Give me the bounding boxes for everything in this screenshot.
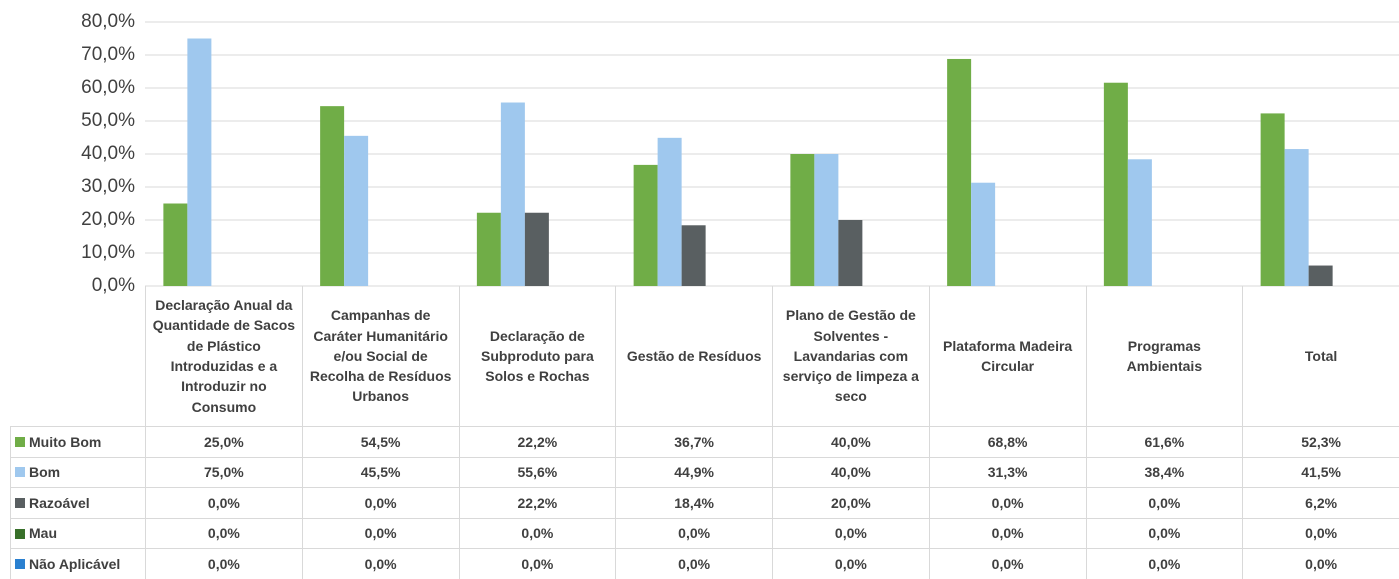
bar [1260,113,1285,286]
table-value: 0,0% [772,548,929,579]
bar [163,203,188,286]
bar [971,182,996,286]
legend-swatch [15,559,25,570]
bar [344,135,369,286]
legend-swatch [15,467,25,478]
category-label: Total [1242,286,1399,426]
table-value: 0,0% [772,517,929,549]
y-tick-label: 10,0% [81,242,135,263]
legend-label: Mau [29,525,57,542]
category-label: Declaração Anual da Quantidade de Sacos … [145,286,302,426]
bar [1284,149,1309,286]
bar [814,154,839,286]
legend-swatch [15,497,25,508]
table-value: 40,0% [772,456,929,488]
table-value: 0,0% [615,517,772,549]
table-value: 45,5% [301,456,459,488]
category-label: Declaração de Subproduto para Solos e Ro… [458,286,616,426]
table-value: 0,0% [928,548,1086,579]
table-value: 61,6% [1085,426,1243,457]
table-value: 0,0% [1242,548,1399,579]
table-value: 22,2% [458,426,616,457]
table-value: 75,0% [145,456,302,488]
y-tick-label: 80,0% [81,11,135,32]
table-value: 0,0% [301,517,459,549]
y-tick-label: 50,0% [81,110,135,131]
legend-entry: Não Aplicável [10,548,145,579]
table-value: 0,0% [1085,487,1243,518]
y-tick-label: 20,0% [81,209,135,230]
table-value: 0,0% [301,548,459,579]
legend-entry: Razoável [10,487,145,518]
bar [476,212,501,286]
category-label: Gestão de Resíduos [615,286,772,426]
category-label: Plataforma Madeira Circular [928,286,1086,426]
table-value: 55,6% [458,456,616,488]
bar [1103,82,1128,286]
table-value: 18,4% [615,487,772,518]
category-label: Programas Ambientais [1085,286,1243,426]
table-value: 25,0% [145,426,302,457]
table-value: 68,8% [928,426,1086,457]
legend-label: Não Aplicável [29,556,121,573]
table-value: 54,5% [301,426,459,457]
bar [1127,159,1152,286]
bar [947,58,972,287]
table-value: 6,2% [1242,487,1399,518]
legend-entry: Bom [10,456,145,488]
bar [524,212,549,286]
table-value: 38,4% [1085,456,1243,488]
bar [500,102,525,287]
table-value: 0,0% [145,487,302,518]
table-value: 0,0% [458,517,616,549]
table-value: 0,0% [928,487,1086,518]
table-value: 0,0% [145,517,302,549]
legend-entry: Muito Bom [10,426,145,457]
table-value: 31,3% [928,456,1086,488]
table-value: 0,0% [145,548,302,579]
bar [320,106,345,287]
category-label: Plano de Gestão de Solventes - Lavandari… [772,286,929,426]
table-value: 44,9% [615,456,772,488]
bar [657,137,682,286]
bar [790,154,815,286]
table-value: 0,0% [1085,548,1243,579]
table-value: 52,3% [1242,426,1399,457]
table-value: 0,0% [301,487,459,518]
legend-label: Muito Bom [29,433,102,450]
bar [1308,265,1333,286]
table-value: 20,0% [772,487,929,518]
bar [187,38,212,286]
bar [633,164,658,286]
table-value: 0,0% [458,548,616,579]
category-label: Campanhas de Caráter Humanitário e/ou So… [301,286,459,426]
table-value: 36,7% [615,426,772,457]
y-tick-label: 30,0% [81,176,135,197]
table-value: 0,0% [928,517,1086,549]
legend-label: Bom [29,464,61,481]
y-tick-label: 60,0% [81,77,135,98]
bar [681,225,706,286]
y-tick-label: 70,0% [81,44,135,65]
bar [838,220,863,286]
table-value: 0,0% [1242,517,1399,549]
table-value: 0,0% [615,548,772,579]
legend-entry: Mau [10,517,145,549]
legend-swatch [15,528,25,539]
legend-label: Razoável [29,494,90,511]
table-value: 22,2% [458,487,616,518]
table-value: 41,5% [1242,456,1399,488]
y-tick-label: 0,0% [92,275,135,296]
legend-swatch [15,436,25,447]
table-value: 0,0% [1085,517,1243,549]
table-value: 40,0% [772,426,929,457]
y-tick-label: 40,0% [81,143,135,164]
